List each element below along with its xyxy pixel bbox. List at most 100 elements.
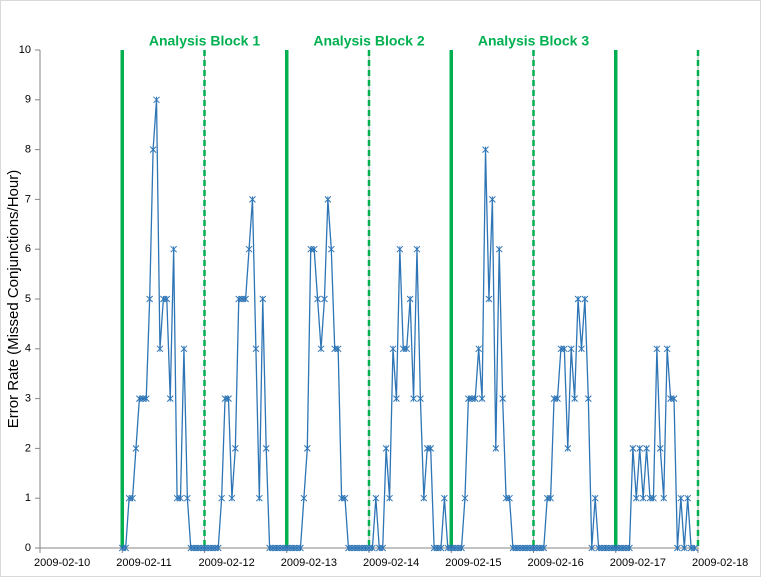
- marker: [156, 345, 164, 353]
- marker: [581, 295, 589, 303]
- marker: [327, 245, 335, 253]
- marker: [310, 245, 318, 253]
- marker: [674, 544, 681, 552]
- y-tick-label: 4: [25, 343, 31, 355]
- marker: [636, 445, 644, 452]
- x-tick-label: 2009-02-18: [692, 557, 748, 569]
- marker: [578, 345, 585, 353]
- marker: [303, 445, 311, 452]
- marker: [297, 544, 304, 552]
- marker: [122, 544, 130, 552]
- marker: [218, 494, 225, 502]
- marker: [680, 544, 688, 552]
- marker: [321, 295, 328, 303]
- y-tick-label: 3: [25, 393, 31, 405]
- marker: [461, 494, 469, 502]
- marker: [324, 196, 332, 203]
- y-tick-label: 1: [25, 492, 31, 504]
- marker: [458, 544, 465, 552]
- x-tick-label: 2009-02-16: [528, 557, 584, 569]
- marker: [255, 494, 263, 502]
- marker: [626, 544, 633, 552]
- marker: [495, 245, 503, 253]
- marker: [389, 345, 397, 353]
- marker: [406, 295, 414, 303]
- y-axis-label: Error Rate (Missed Conjunctions/Hour): [5, 170, 22, 428]
- x-tick-label: 2009-02-17: [610, 557, 666, 569]
- marker: [163, 295, 171, 303]
- marker: [259, 295, 267, 303]
- marker: [482, 146, 489, 153]
- marker: [564, 445, 572, 452]
- marker: [177, 494, 184, 502]
- marker: [663, 345, 671, 353]
- marker: [653, 345, 661, 353]
- marker: [413, 245, 421, 253]
- x-tick-label: 2009-02-13: [281, 557, 337, 569]
- marker: [643, 445, 650, 452]
- marker: [317, 345, 325, 353]
- marker: [393, 395, 400, 402]
- marker: [420, 494, 428, 502]
- annotation: Analysis Block 2: [313, 33, 424, 49]
- marker: [225, 395, 232, 402]
- marker: [437, 544, 445, 552]
- marker: [410, 395, 417, 402]
- marker: [492, 445, 500, 452]
- annotation: Analysis Block 1: [149, 33, 260, 49]
- marker: [146, 295, 154, 303]
- marker: [245, 245, 253, 253]
- y-tick-label: 7: [25, 193, 31, 205]
- marker: [574, 295, 582, 303]
- marker: [180, 345, 188, 353]
- marker: [441, 494, 448, 502]
- marker: [386, 494, 393, 502]
- marker: [571, 395, 578, 402]
- marker: [153, 96, 160, 104]
- marker: [560, 345, 568, 353]
- marker: [170, 245, 178, 253]
- marker: [650, 494, 657, 502]
- marker: [660, 494, 668, 502]
- y-tick-label: 0: [25, 542, 31, 554]
- marker: [499, 395, 507, 402]
- marker: [369, 544, 376, 552]
- marker: [382, 445, 390, 452]
- marker: [231, 445, 239, 452]
- marker: [184, 494, 191, 502]
- marker: [591, 494, 599, 502]
- y-tick-label: 9: [25, 94, 31, 106]
- marker: [677, 494, 685, 502]
- x-tick-label: 2009-02-10: [34, 557, 90, 569]
- marker: [149, 146, 157, 153]
- y-tick-label: 5: [25, 293, 31, 305]
- marker: [166, 395, 174, 402]
- marker: [417, 395, 424, 402]
- marker: [142, 395, 150, 402]
- marker: [314, 295, 321, 303]
- marker: [214, 544, 222, 552]
- marker: [540, 544, 548, 552]
- marker: [629, 445, 637, 452]
- marker: [132, 445, 140, 452]
- marker: [656, 445, 664, 452]
- marker: [670, 395, 678, 402]
- marker: [396, 245, 404, 253]
- x-tick-label: 2009-02-12: [199, 557, 255, 569]
- marker: [252, 345, 260, 353]
- marker: [300, 494, 308, 502]
- marker: [334, 345, 342, 353]
- marker: [372, 494, 380, 502]
- marker: [567, 345, 575, 353]
- marker: [262, 445, 270, 452]
- marker: [427, 445, 435, 452]
- marker: [485, 295, 493, 303]
- x-tick-label: 2009-02-14: [363, 557, 419, 569]
- marker: [379, 544, 387, 552]
- marker: [684, 494, 692, 502]
- marker: [249, 196, 256, 203]
- y-tick-label: 10: [19, 44, 31, 56]
- marker: [129, 494, 136, 502]
